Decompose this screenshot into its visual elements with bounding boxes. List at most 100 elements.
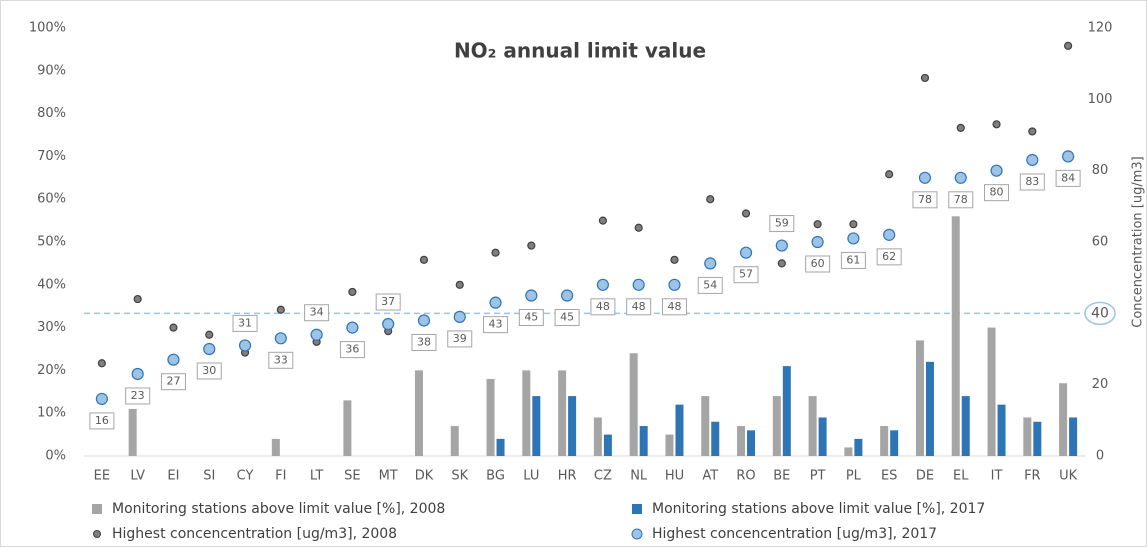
x-tick-label: EL (953, 469, 969, 484)
marker (918, 171, 932, 184)
marker (348, 287, 357, 297)
marker (596, 278, 609, 291)
marker (276, 305, 285, 314)
bar (1059, 383, 1068, 456)
x-tick-label: SK (451, 469, 468, 484)
bar (808, 396, 817, 456)
value-label-box (805, 255, 831, 273)
y-tick-label: 40% (37, 277, 66, 292)
value-label: 36 (345, 343, 359, 356)
bar (486, 378, 495, 456)
x-tick-label: MT (379, 469, 398, 484)
legend-label: Highest concencentration [ug/m3], 2008 (112, 526, 397, 542)
reference-badge (1084, 301, 1116, 326)
value-label: 37 (381, 295, 395, 308)
x-tick-label: IT (991, 469, 1003, 484)
legend-swatch (92, 504, 102, 514)
x-tick-label: CY (237, 469, 254, 484)
bar (854, 438, 863, 456)
marker (453, 310, 466, 323)
bar (1069, 417, 1078, 456)
marker (203, 342, 216, 356)
bar (603, 434, 612, 456)
marker (561, 289, 574, 302)
chart-title: NO₂ annual limit value (454, 39, 706, 63)
marker (741, 209, 751, 218)
value-label: 48 (632, 300, 646, 313)
value-label: 62 (882, 250, 896, 263)
bar (558, 370, 567, 456)
y2-tick-label: 100 (1088, 92, 1113, 107)
value-label: 39 (453, 332, 467, 345)
marker (1028, 127, 1037, 136)
y2-tick-label: 60 (1092, 235, 1109, 250)
y-tick-label: 10% (37, 406, 66, 421)
bar (997, 404, 1006, 456)
value-label: 33 (274, 353, 288, 366)
bar (1023, 417, 1032, 456)
y-tick-label: 0% (45, 449, 66, 464)
value-label-box (518, 309, 544, 326)
bar (711, 421, 720, 456)
value-label: 43 (489, 318, 503, 331)
value-label: 23 (131, 389, 145, 402)
value-label-box (661, 298, 687, 316)
x-tick-label: LV (130, 469, 145, 484)
value-label-box (1055, 169, 1081, 187)
value-label: 60 (811, 257, 825, 270)
bar (665, 434, 674, 456)
x-tick-label: AT (702, 469, 718, 484)
value-label: 27 (166, 375, 180, 388)
marker (598, 216, 607, 225)
bar (701, 396, 710, 456)
bar (496, 438, 505, 456)
marker (382, 317, 395, 331)
value-label-box (769, 215, 795, 233)
y-tick-label: 70% (37, 149, 66, 164)
marker (419, 255, 429, 264)
bar (818, 417, 827, 456)
marker (95, 392, 108, 406)
value-label-box (912, 191, 938, 209)
marker (417, 314, 431, 327)
marker (849, 220, 858, 229)
bar (782, 366, 791, 456)
y-tick-label: 20% (37, 363, 66, 378)
marker (704, 257, 717, 270)
marker (956, 123, 965, 132)
value-label: 80 (990, 186, 1004, 199)
bar (1033, 421, 1042, 456)
bar (450, 426, 459, 456)
marker (706, 195, 715, 204)
value-label: 45 (560, 311, 574, 324)
y-tick-label: 100% (29, 21, 66, 36)
legend-swatch (632, 504, 642, 514)
marker (990, 164, 1003, 177)
marker (634, 223, 643, 232)
marker (1064, 41, 1073, 50)
marker (954, 171, 967, 184)
marker (847, 232, 860, 245)
value-label-box (554, 309, 580, 326)
y2-tick-label: 80 (1092, 163, 1109, 178)
y-tick-label: 50% (37, 235, 66, 250)
marker (992, 120, 1001, 129)
bar (951, 216, 960, 456)
marker (346, 321, 359, 334)
marker (668, 278, 681, 291)
marker (525, 289, 538, 302)
value-label-box (1019, 173, 1045, 191)
value-label-box (89, 412, 115, 430)
bar (915, 340, 924, 456)
value-label: 54 (703, 278, 717, 291)
value-label-box (304, 304, 330, 322)
value-label: 34 (310, 306, 324, 319)
value-label: 48 (596, 300, 610, 313)
bar (925, 361, 934, 456)
legend-label: Monitoring stations above limit value [%… (652, 501, 985, 517)
y-tick-label: 90% (37, 63, 66, 78)
marker (811, 235, 824, 249)
x-tick-label: FI (275, 469, 286, 484)
value-label: 61 (846, 253, 860, 266)
